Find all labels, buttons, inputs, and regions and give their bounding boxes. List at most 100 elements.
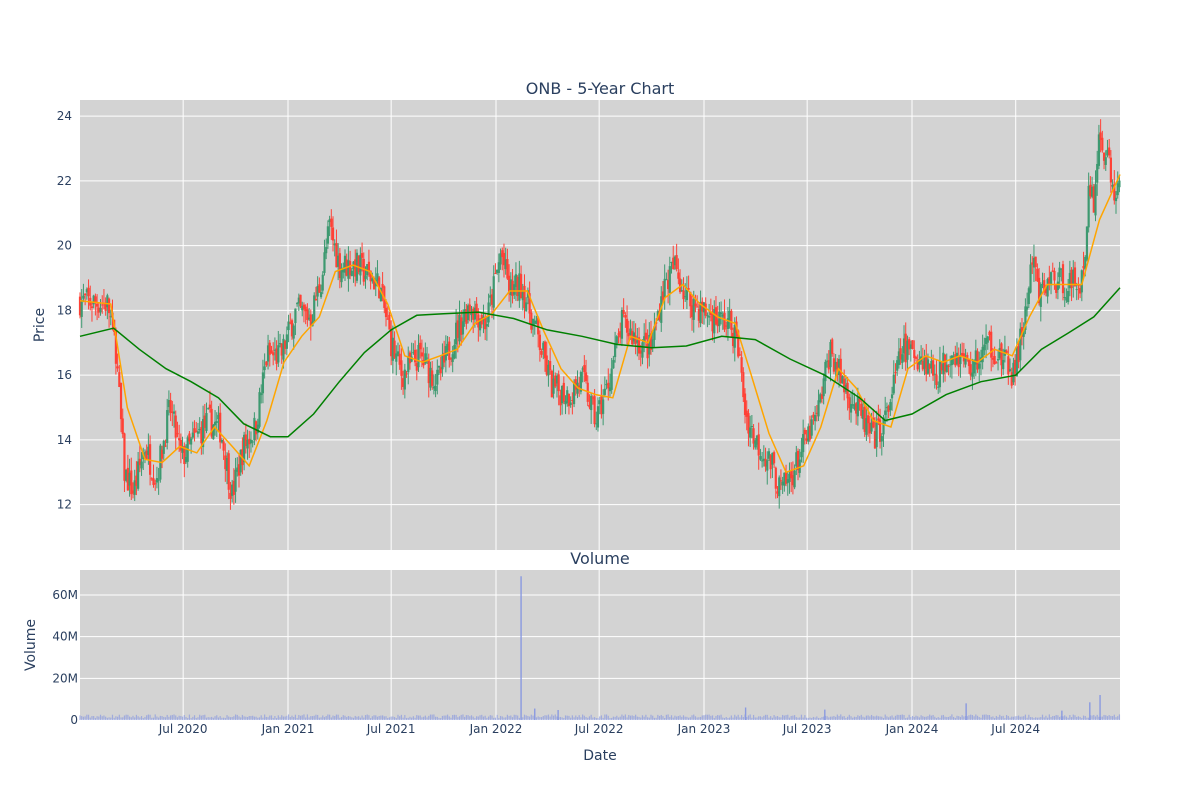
volume-bar (99, 714, 102, 720)
candle-body (360, 253, 364, 258)
volume-bar (423, 716, 425, 720)
volume-bar (299, 715, 302, 720)
volume-bar (130, 717, 132, 720)
volume-bar (588, 716, 591, 720)
volume-bar (852, 717, 854, 720)
volume-bar (354, 715, 356, 720)
candle-body (1022, 329, 1025, 337)
volume-bar (708, 714, 710, 720)
candle-body (270, 350, 273, 354)
candle-body (388, 314, 391, 330)
volume-bar (250, 715, 252, 720)
volume-y-tick-label: 60M (52, 588, 78, 602)
volume-bar (992, 716, 994, 720)
volume-bar (988, 715, 991, 720)
volume-bar (1047, 717, 1049, 720)
volume-spike-bar (520, 576, 522, 720)
candle-body (530, 312, 533, 330)
candle-body (518, 273, 521, 301)
volume-bar (187, 718, 189, 720)
candle-body (896, 360, 899, 371)
volume-bar (676, 716, 678, 720)
volume-bar (395, 718, 397, 720)
volume-bar (1108, 715, 1110, 720)
candle-body (1089, 184, 1092, 197)
volume-bar (330, 717, 332, 720)
volume-bar (835, 716, 837, 720)
candle-body (80, 299, 83, 317)
candle-body (771, 452, 774, 465)
volume-bar (672, 717, 674, 720)
candle-body (212, 424, 215, 440)
candle-body (130, 470, 133, 495)
candle-body (523, 285, 526, 309)
volume-bar (448, 716, 450, 720)
volume-bar (493, 717, 495, 720)
volume-bar (918, 717, 921, 720)
candle-body (205, 413, 208, 431)
volume-bar (217, 717, 220, 720)
candle-body (424, 353, 427, 364)
candle-body (784, 471, 788, 484)
volume-bar (335, 714, 338, 720)
candle-body (696, 306, 699, 308)
candle-body (143, 452, 147, 454)
candle-body (851, 404, 854, 406)
volume-bar (677, 716, 679, 720)
volume-bar (882, 717, 885, 720)
candle-body (781, 481, 784, 486)
candle-body (880, 436, 883, 442)
candle-body (125, 469, 128, 481)
candle-body (848, 397, 851, 409)
volume-bar (701, 715, 703, 720)
candle-body (376, 273, 379, 281)
volume-bar (587, 717, 589, 720)
volume-bar (544, 715, 546, 720)
volume-bar (968, 715, 970, 720)
candle-body (441, 354, 444, 370)
volume-bar (561, 717, 563, 720)
volume-bar (180, 716, 182, 720)
candle-body (590, 395, 593, 411)
volume-bar (419, 715, 421, 720)
volume-spike-bar (1099, 695, 1101, 720)
volume-bar (311, 716, 314, 720)
candle-body (468, 304, 471, 312)
volume-bar (869, 716, 871, 720)
volume-bar (670, 715, 673, 720)
volume-bar (118, 714, 120, 720)
volume-bar (722, 717, 724, 720)
volume-bar (1062, 716, 1064, 720)
candle-body (350, 270, 353, 277)
volume-chart-title: Volume (570, 549, 630, 568)
volume-bar (811, 718, 813, 720)
candle-body (299, 294, 302, 307)
candle-body (836, 361, 839, 375)
volume-bar (592, 717, 594, 720)
volume-bar (1110, 715, 1112, 720)
candle-body (384, 307, 388, 318)
candle-body (670, 262, 673, 264)
volume-bar (1048, 714, 1050, 720)
volume-bar (195, 717, 197, 720)
volume-bar (922, 716, 924, 720)
volume-bar (843, 716, 845, 720)
candle-body (219, 412, 222, 443)
volume-bar (941, 715, 943, 720)
volume-bar (917, 716, 919, 720)
candle-body (390, 330, 393, 357)
candle-body (109, 316, 112, 318)
volume-bar (361, 715, 363, 720)
volume-bar (935, 717, 938, 720)
volume-bar (1021, 716, 1023, 720)
volume-bar (973, 716, 975, 720)
candle-body (974, 350, 977, 365)
volume-bar (241, 714, 244, 720)
volume-bar (980, 717, 982, 720)
volume-bar (1014, 716, 1016, 720)
candle-body (436, 369, 439, 385)
candle-body (451, 354, 454, 363)
volume-bar (582, 714, 584, 720)
volume-bar (144, 717, 146, 720)
candle-body (1061, 264, 1065, 294)
